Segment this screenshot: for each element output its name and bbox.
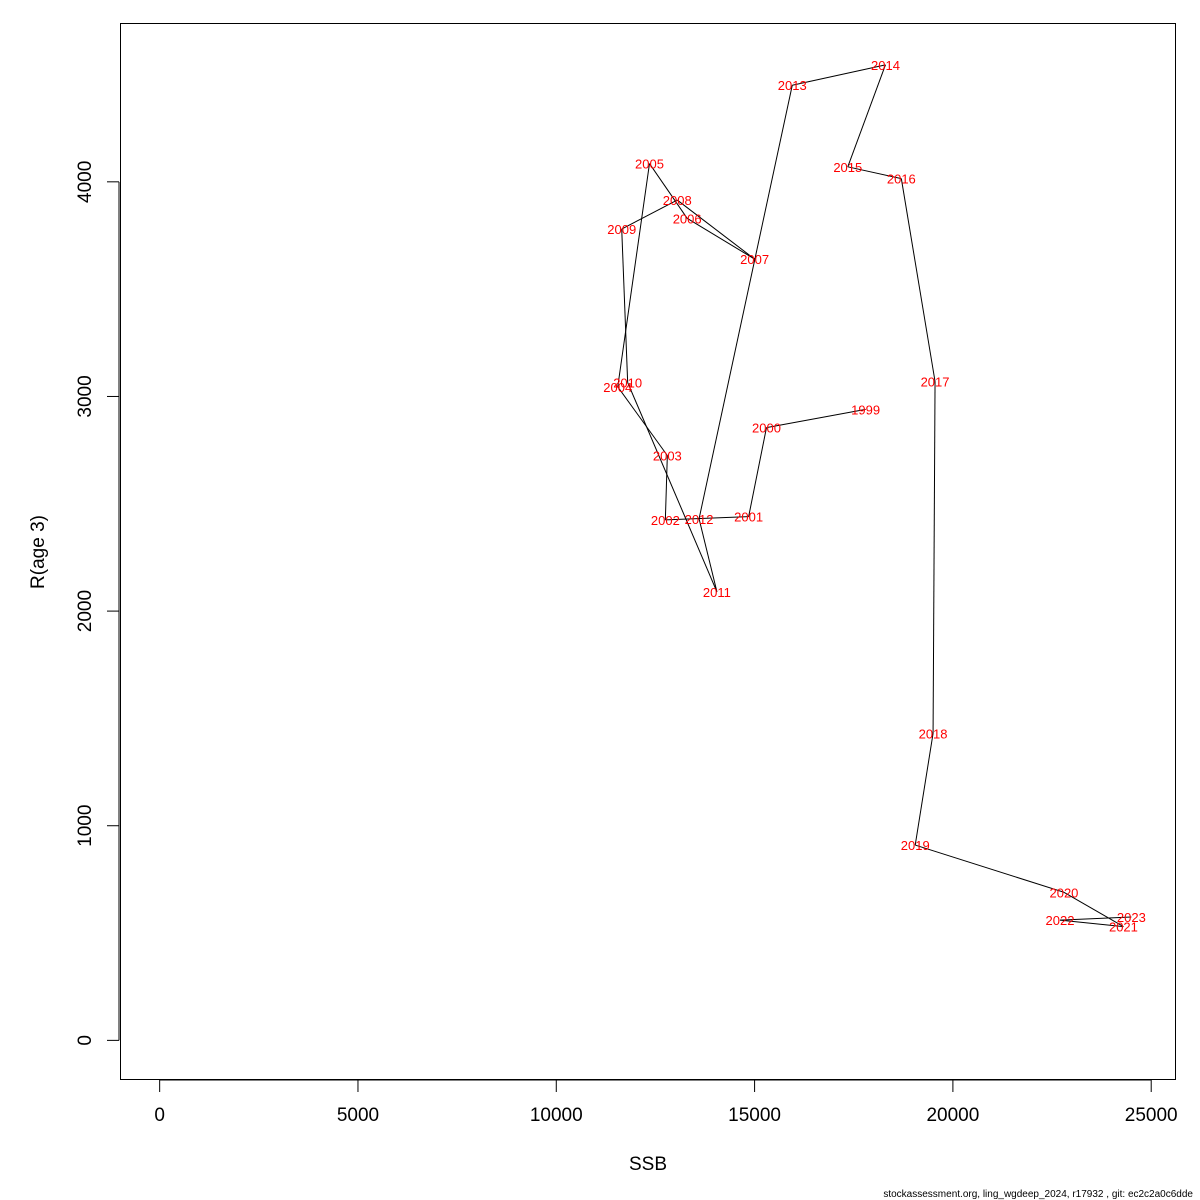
series-segment [686,217,755,260]
point-label: 2015 [833,160,862,175]
point-label: 2006 [673,211,702,226]
point-label: 2008 [663,193,692,208]
point-label: 2004 [603,380,632,395]
series-segment [621,199,678,230]
y-axis: 0 1000 2000 3000 4000 [75,161,120,1046]
point-label: 2018 [919,726,948,741]
x-tick-label: 15000 [728,1105,781,1126]
series-segment [617,163,650,387]
series-segment [698,518,718,592]
series-segment [676,199,755,260]
point-label: 2017 [921,374,950,389]
point-label: 2011 [703,585,731,600]
footer-note: stockassessment.org, ling_wgdeep_2024, r… [883,1189,1193,1200]
x-tick-label: 20000 [926,1105,979,1126]
x-axis: 0 5000 10000 15000 20000 25000 [154,1079,1178,1126]
point-label: 2002 [651,513,680,528]
y-tick-label: 2000 [75,590,96,632]
point-label: 2005 [635,157,664,172]
series-segment [1063,891,1124,928]
point-label: 2020 [1049,885,1078,900]
series-segment [664,455,668,520]
point-label: 2013 [778,78,807,93]
x-tick-label: 25000 [1125,1105,1178,1126]
point-label: 2014 [871,58,900,73]
series-segment [847,166,902,180]
point-label: 2007 [740,252,769,267]
series-segment [1059,919,1124,928]
series-segment [792,64,886,86]
point-label: 2023 [1117,910,1146,925]
series-segment [914,733,934,846]
point-label: 2016 [887,172,916,187]
y-tick-label: 1000 [75,805,96,847]
point-label: 1999 [851,402,880,417]
y-tick-label: 0 [75,1035,96,1046]
series-segment [617,386,668,456]
x-axis-title: SSB [629,1154,667,1175]
series-segment [766,408,866,429]
x-tick-label: 10000 [530,1105,583,1126]
series-segment [621,229,629,383]
series-segment [847,64,886,167]
series-segment [698,85,793,519]
point-label: 2009 [607,222,636,237]
series-segment [915,844,1065,893]
series-segment [932,381,936,734]
point-label: 2022 [1046,913,1075,928]
point-label: 2010 [613,376,642,391]
point-label: 2019 [901,838,930,853]
y-tick-label: 3000 [75,375,96,417]
point-label: 2003 [653,448,682,463]
point-label: 2021 [1109,920,1138,935]
series-path [617,64,1132,928]
point-label: 2001 [734,510,763,525]
series-segment [1059,916,1132,921]
point-labels: 1999 2000 2001 2002 2003 2004 2005 2006 2007 2008… [603,58,1146,935]
series-segment [665,516,749,521]
series-segment [649,163,688,219]
y-axis-title: R(age 3) [28,515,49,589]
point-label: 2012 [685,512,714,527]
x-tick-label: 0 [154,1105,165,1126]
series-segment [748,427,767,517]
plot-frame [120,23,1176,1080]
series-segment [627,382,718,592]
y-tick-label: 4000 [75,161,96,203]
x-tick-label: 5000 [337,1105,379,1126]
series-segment [900,178,936,382]
point-label: 2000 [752,421,781,436]
